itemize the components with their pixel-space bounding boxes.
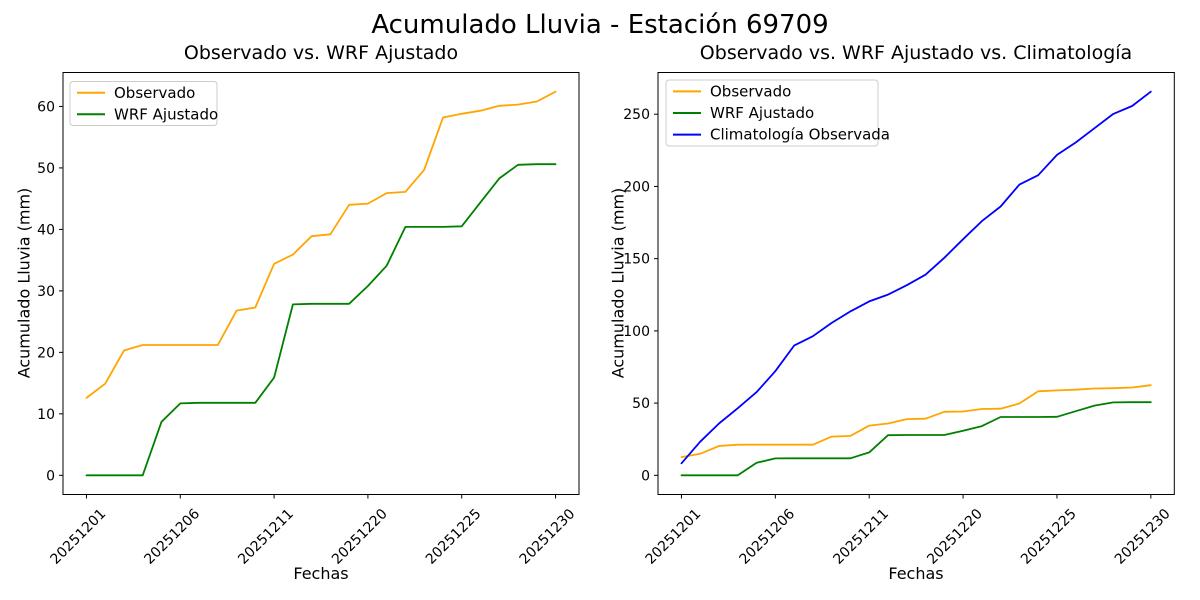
x-tick-label: 20251211 — [830, 506, 892, 568]
observado-line — [680, 384, 1152, 459]
right-chart-title: Observado vs. WRF Ajustado vs. Climatolo… — [699, 42, 1133, 64]
left-chart-title: Observado vs. WRF Ajustado — [183, 42, 459, 64]
x-tick-label: 20251201 — [48, 506, 110, 568]
x-tick-label: 20251211 — [235, 506, 297, 568]
legend-label: WRF Ajustado — [114, 105, 218, 123]
y-tick-label: 50 — [37, 161, 55, 177]
y-tick-label: 150 — [623, 252, 650, 268]
right-axes-frame — [657, 72, 1175, 495]
left-chart-legend: Observado WRF Ajustado — [69, 81, 218, 126]
y-tick-label: 0 — [641, 468, 650, 484]
y-tick-label: 20 — [37, 345, 55, 361]
right-chart-legend: Observado WRF Ajustado Climatología Observ… — [665, 79, 890, 147]
legend-box — [665, 79, 879, 147]
right-x-axis-label: Fechas — [888, 564, 944, 583]
x-tick-label: 20251206 — [141, 506, 203, 568]
legend-box — [69, 81, 218, 126]
x-tick-label: 20251220 — [329, 506, 391, 568]
x-tick-label: 20251230 — [517, 506, 579, 568]
x-tick-label: 20251225 — [1018, 506, 1080, 568]
y-tick-label: 250 — [623, 107, 650, 123]
x-tick-label: 20251220 — [924, 506, 986, 568]
left-y-axis-label: Acumulado Lluvia (mm) — [14, 187, 34, 379]
legend-label: WRF Ajustado — [710, 104, 814, 122]
legend-label: Climatología Observada — [710, 126, 890, 144]
x-tick-label: 20251230 — [1112, 506, 1174, 568]
x-tick-label: 20251201 — [643, 506, 705, 568]
y-tick-label: 40 — [37, 222, 55, 238]
right-y-axis-label: Acumulado Lluvia (mm) — [608, 187, 628, 379]
y-tick-label: 30 — [37, 284, 55, 300]
left-x-axis-label: Fechas — [293, 564, 349, 583]
left-chart: 20251201 20251206 20251211 20251220 20251225… — [37, 72, 580, 568]
observado-line — [85, 90, 557, 399]
y-tick-label: 10 — [37, 407, 55, 423]
legend-label: Observado — [710, 82, 791, 100]
left-axes-frame — [62, 72, 580, 495]
wrf-ajustado-line — [85, 163, 557, 477]
climatolog-a-observada-line — [680, 90, 1152, 465]
y-tick-label: 50 — [632, 396, 650, 412]
y-tick-label: 100 — [623, 324, 650, 340]
legend-label: Observado — [114, 84, 195, 102]
y-tick-label: 200 — [623, 179, 650, 195]
figure-title: Acumulado Lluvia - Estación 69709 — [371, 10, 829, 40]
y-tick-label: 0 — [46, 468, 55, 484]
y-tick-label: 60 — [37, 99, 55, 115]
wrf-ajustado-line — [680, 401, 1152, 477]
right-chart: 20251201 20251206 20251211 20251220 20251225… — [623, 72, 1175, 568]
x-tick-label: 20251225 — [423, 506, 485, 568]
x-tick-label: 20251206 — [736, 506, 798, 568]
